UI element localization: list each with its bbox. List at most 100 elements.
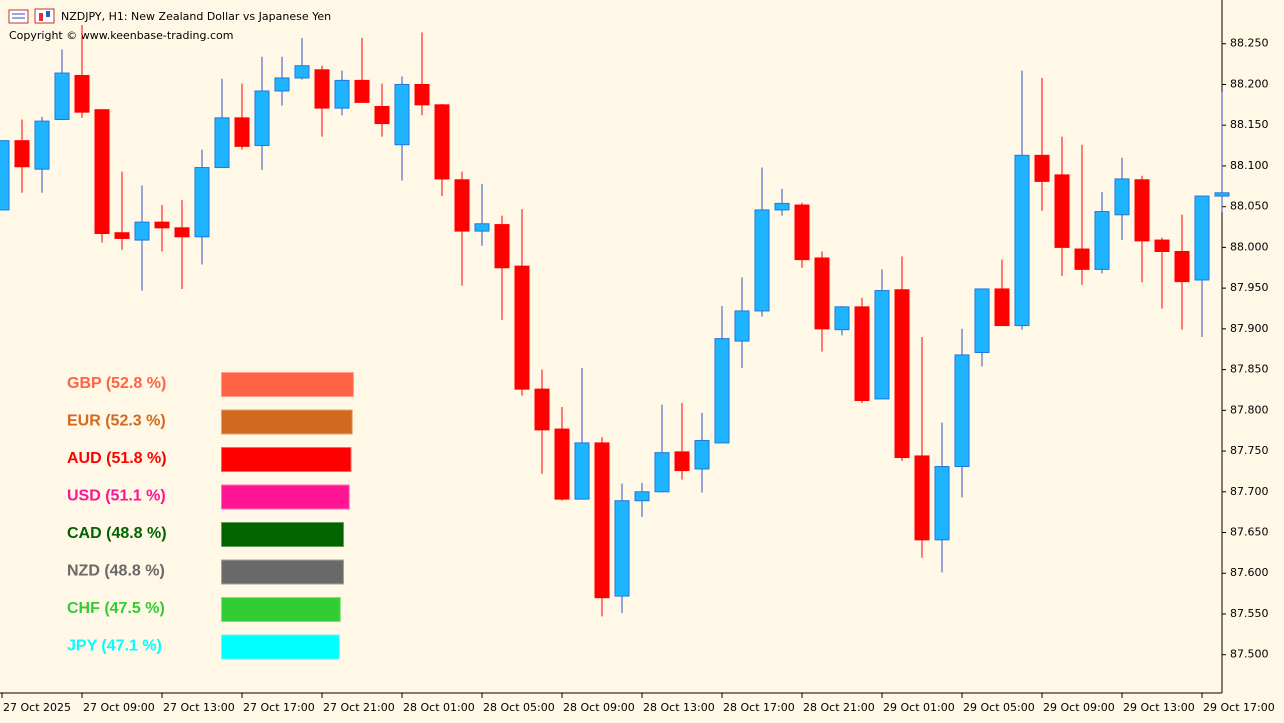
x-tick-label: 27 Oct 21:00 xyxy=(323,701,395,714)
candle-body xyxy=(0,140,10,211)
y-tick-label: 87.800 xyxy=(1230,403,1269,416)
y-tick-label: 87.600 xyxy=(1230,566,1269,579)
strength-label: JPY (47.1 %) xyxy=(67,638,162,655)
candle-body xyxy=(114,232,130,239)
strength-label: CHF (47.5 %) xyxy=(67,600,165,617)
y-tick-label: 87.950 xyxy=(1230,281,1269,294)
candle-body xyxy=(1114,178,1130,216)
icon-bar xyxy=(46,11,50,17)
x-tick-label: 27 Oct 2025 xyxy=(3,701,71,714)
x-tick-label: 28 Oct 13:00 xyxy=(643,701,715,714)
candle-body xyxy=(334,79,350,109)
x-tick-label: 29 Oct 05:00 xyxy=(963,701,1035,714)
candle-body xyxy=(1034,154,1050,182)
candle-body xyxy=(1174,250,1190,283)
candle-body xyxy=(194,167,210,238)
icon-bar xyxy=(39,13,43,21)
candle-body xyxy=(974,288,990,353)
candle-body xyxy=(214,117,230,169)
candle-body xyxy=(474,223,490,232)
candle-body xyxy=(714,338,730,444)
candle-body xyxy=(394,83,410,146)
candle-body xyxy=(634,491,650,502)
candle-body xyxy=(294,65,310,79)
strength-bar xyxy=(221,597,341,622)
candle-body xyxy=(694,439,710,470)
candle-body xyxy=(74,75,90,113)
y-tick-label: 88.100 xyxy=(1230,159,1269,172)
candle-body xyxy=(354,79,370,103)
candle-body xyxy=(1094,211,1110,270)
candle-body xyxy=(1154,239,1170,252)
candle-body xyxy=(614,500,630,597)
candle-body xyxy=(554,428,570,500)
candle-body xyxy=(54,72,70,120)
header-icons xyxy=(8,8,55,24)
candle-body xyxy=(934,466,950,541)
x-tick-label: 28 Oct 17:00 xyxy=(723,701,795,714)
x-tick-label: 28 Oct 09:00 xyxy=(563,701,635,714)
candle-body xyxy=(1054,174,1070,248)
strength-bar xyxy=(221,522,345,547)
y-tick-label: 87.500 xyxy=(1230,648,1269,661)
strength-bar xyxy=(221,447,352,472)
x-tick-label: 27 Oct 13:00 xyxy=(163,701,235,714)
strength-label: GBP (52.8 %) xyxy=(67,375,166,392)
strength-bar xyxy=(221,409,353,435)
candle-body xyxy=(514,265,530,390)
strength-label: AUD (51.8 %) xyxy=(67,450,167,467)
y-tick-label: 88.200 xyxy=(1230,77,1269,90)
candle-body xyxy=(494,224,510,269)
candle-body xyxy=(94,109,110,235)
x-tick-label: 29 Oct 17:00 xyxy=(1203,701,1275,714)
candle-body xyxy=(894,289,910,459)
candle-body xyxy=(254,90,270,147)
x-tick-label: 27 Oct 09:00 xyxy=(83,701,155,714)
candle-body xyxy=(874,290,890,400)
candle-body xyxy=(1014,154,1030,327)
x-tick-label: 29 Oct 01:00 xyxy=(883,701,955,714)
strength-bar xyxy=(221,559,345,585)
strength-label: CAD (48.8 %) xyxy=(67,525,167,542)
icon-list xyxy=(8,9,29,24)
candle-body xyxy=(674,451,690,472)
strength-bar xyxy=(221,634,340,660)
y-tick-label: 87.900 xyxy=(1230,322,1269,335)
y-tick-label: 88.250 xyxy=(1230,37,1269,50)
x-tick-label: 29 Oct 13:00 xyxy=(1123,701,1195,714)
copyright: Copyright © www.keenbase-trading.com xyxy=(9,29,233,42)
candle-body xyxy=(434,104,450,180)
candle-body xyxy=(34,120,50,170)
candle-body xyxy=(854,306,870,402)
candle-body xyxy=(154,221,170,229)
candle-body xyxy=(574,442,590,500)
y-tick-label: 87.650 xyxy=(1230,526,1269,539)
x-tick-label: 28 Oct 01:00 xyxy=(403,701,475,714)
candle-body xyxy=(414,83,430,106)
y-tick-label: 87.850 xyxy=(1230,363,1269,376)
candle-body xyxy=(374,105,390,125)
candle-body xyxy=(174,227,190,238)
candle-body xyxy=(654,452,670,493)
strength-bar xyxy=(221,484,350,510)
y-tick-label: 87.700 xyxy=(1230,485,1269,498)
symbol-title: NZDJPY, H1: New Zealand Dollar vs Japane… xyxy=(61,10,331,23)
x-tick-label: 28 Oct 05:00 xyxy=(483,701,555,714)
x-tick-label: 28 Oct 21:00 xyxy=(803,701,875,714)
candle-body xyxy=(814,257,830,330)
strength-label: EUR (52.3 %) xyxy=(67,413,166,430)
candle-body xyxy=(794,204,810,261)
y-tick-label: 88.150 xyxy=(1230,118,1269,131)
strength-bar xyxy=(221,372,354,397)
candle-body xyxy=(1134,179,1150,242)
candle-body xyxy=(994,288,1010,327)
candle-body xyxy=(774,202,790,211)
candle-body xyxy=(314,69,330,109)
candle-body xyxy=(1214,192,1230,197)
candle-body xyxy=(454,179,470,232)
candle-body xyxy=(754,209,770,312)
candle-body xyxy=(1074,248,1090,270)
candle-body xyxy=(134,221,150,241)
